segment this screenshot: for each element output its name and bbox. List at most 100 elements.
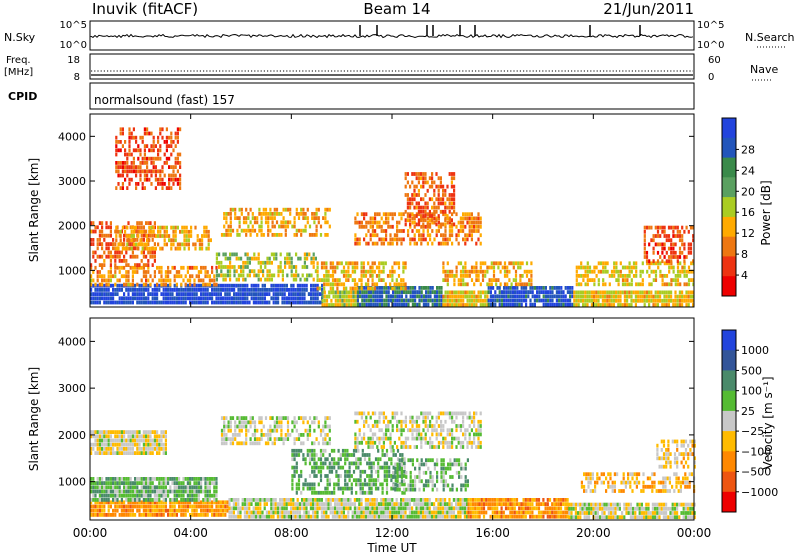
heatmap-cell — [613, 303, 615, 307]
heatmap-cell — [207, 301, 209, 305]
heatmap-cell — [615, 299, 617, 303]
colorbar-segment — [722, 237, 736, 257]
heatmap-cell — [690, 291, 692, 295]
heatmap-cell — [242, 296, 244, 300]
heatmap-cell — [668, 238, 670, 242]
heatmap-cell — [664, 226, 666, 230]
heatmap-cell — [241, 229, 243, 233]
heatmap-cell — [637, 295, 639, 299]
heatmap-cell — [646, 299, 648, 303]
heatmap-cell — [628, 303, 630, 307]
heatmap-cell — [143, 513, 145, 517]
heatmap-cell — [365, 502, 367, 506]
heatmap-cell — [478, 270, 480, 274]
heatmap-cell — [157, 226, 159, 230]
heatmap-cell — [108, 270, 110, 274]
heatmap-cell — [538, 511, 540, 515]
heatmap-cell — [378, 502, 380, 506]
heatmap-cell — [152, 498, 154, 502]
heatmap-cell — [271, 274, 273, 278]
heatmap-cell — [542, 498, 544, 502]
heatmap-cell — [382, 502, 384, 506]
heatmap-cell — [267, 220, 269, 224]
heatmap-cell — [445, 299, 447, 303]
heatmap-cell — [653, 259, 655, 263]
heatmap-cell — [381, 294, 383, 298]
heatmap-cell — [116, 505, 118, 509]
heatmap-cell — [493, 278, 495, 282]
heatmap-cell — [494, 498, 496, 502]
heatmap-cell — [157, 182, 159, 186]
heatmap-cell — [543, 303, 545, 307]
heatmap-cell — [352, 303, 354, 307]
heatmap-cell — [505, 294, 507, 298]
heatmap-cell — [474, 515, 476, 519]
heatmap-cell — [387, 274, 389, 278]
heatmap-cell — [174, 490, 176, 494]
heatmap-cell — [149, 447, 151, 451]
heatmap-cell — [306, 278, 308, 282]
heatmap-cell — [438, 206, 440, 210]
heatmap-cell — [400, 238, 402, 242]
heatmap-cell — [405, 290, 407, 294]
heatmap-cell — [156, 498, 158, 502]
heatmap-cell — [521, 290, 523, 294]
heatmap-cell — [324, 303, 326, 307]
heatmap-cell — [411, 506, 413, 510]
heatmap-cell — [261, 216, 263, 220]
heatmap-cell — [663, 291, 665, 295]
heatmap-cell — [681, 270, 683, 274]
heatmap-cell — [652, 511, 654, 515]
heatmap-cell — [366, 299, 368, 303]
heatmap-cell — [659, 226, 661, 230]
heatmap-cell — [97, 296, 99, 300]
heatmap-cell — [125, 498, 127, 502]
heatmap-cell — [412, 303, 414, 307]
heatmap-cell — [188, 238, 190, 242]
colorbar-tick-label: 24 — [741, 164, 755, 177]
heatmap-cell — [297, 515, 299, 519]
heatmap-cell — [147, 477, 149, 481]
heatmap-cell — [262, 301, 264, 305]
heatmap-cell — [178, 477, 180, 481]
heatmap-cell — [114, 283, 116, 287]
heatmap-cell — [284, 265, 286, 269]
heatmap-cell — [152, 490, 154, 494]
heatmap-cell — [642, 278, 644, 282]
heatmap-cell — [545, 286, 547, 290]
heatmap-cell — [133, 157, 135, 161]
heatmap-cell — [672, 255, 674, 259]
heatmap-cell — [480, 303, 482, 307]
heatmap-cell — [310, 506, 312, 510]
heatmap-cell — [209, 490, 211, 494]
heatmap-cell — [116, 498, 118, 502]
heatmap-cell — [604, 261, 606, 265]
heatmap-cell — [144, 174, 146, 178]
heatmap-cell — [149, 451, 151, 455]
heatmap-cell — [614, 511, 616, 515]
heatmap-cell — [169, 270, 171, 274]
heatmap-cell — [646, 255, 648, 259]
heatmap-cell — [261, 229, 263, 233]
heatmap-cell — [422, 511, 424, 515]
heatmap-cell — [503, 502, 505, 506]
heatmap-cell — [611, 291, 613, 295]
heatmap-cell — [108, 234, 110, 238]
heatmap-cell — [608, 291, 610, 295]
heatmap-cell — [189, 296, 191, 300]
heatmap-cell — [648, 266, 650, 270]
heatmap-cell — [191, 505, 193, 509]
heatmap-cell — [672, 243, 674, 247]
heatmap-cell — [174, 296, 176, 300]
heatmap-cell — [249, 261, 251, 265]
heatmap-cell — [494, 299, 496, 303]
heatmap-cell — [518, 294, 520, 298]
heatmap-cell — [556, 303, 558, 307]
heatmap-cell — [556, 299, 558, 303]
heatmap-cell — [99, 443, 101, 447]
heatmap-cell — [101, 447, 103, 451]
heatmap-cell — [520, 506, 522, 510]
heatmap-cell — [176, 481, 178, 485]
heatmap-cell — [507, 515, 509, 519]
heatmap-cell — [396, 242, 398, 246]
